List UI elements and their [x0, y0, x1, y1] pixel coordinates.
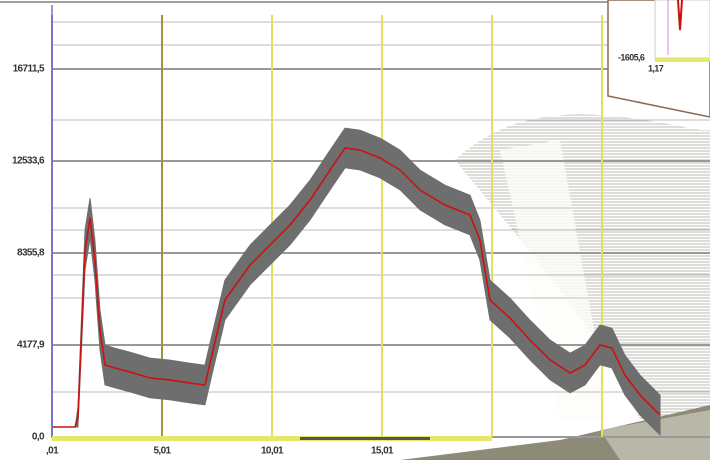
- page: {"chart_data": {"type": "line", "x": [0.…: [0, 0, 710, 460]
- x-tick-label: 10,01: [261, 446, 284, 457]
- background-decoration: [0, 2, 710, 460]
- inset: -1605,6 1,17: [608, 0, 710, 117]
- inset-x-label: 1,17: [648, 63, 664, 73]
- y-tick-label: 8355,8: [17, 248, 45, 259]
- x-tick-label: 5,01: [153, 446, 171, 457]
- x-tick-label: ,01: [46, 446, 59, 457]
- y-tick-label: 16711,5: [13, 64, 45, 75]
- chart: -1605,6 1,17 0,0 4177,9 8355,8 12533,6 16711…: [0, 0, 710, 460]
- y-tick-label: 12533,6: [12, 156, 45, 167]
- y-tick-label: 4177,9: [17, 340, 45, 351]
- y-tick-label: 0,0: [32, 432, 45, 443]
- inset-y-label: -1605,6: [618, 52, 645, 62]
- x-tick-label: 15,01: [371, 446, 394, 457]
